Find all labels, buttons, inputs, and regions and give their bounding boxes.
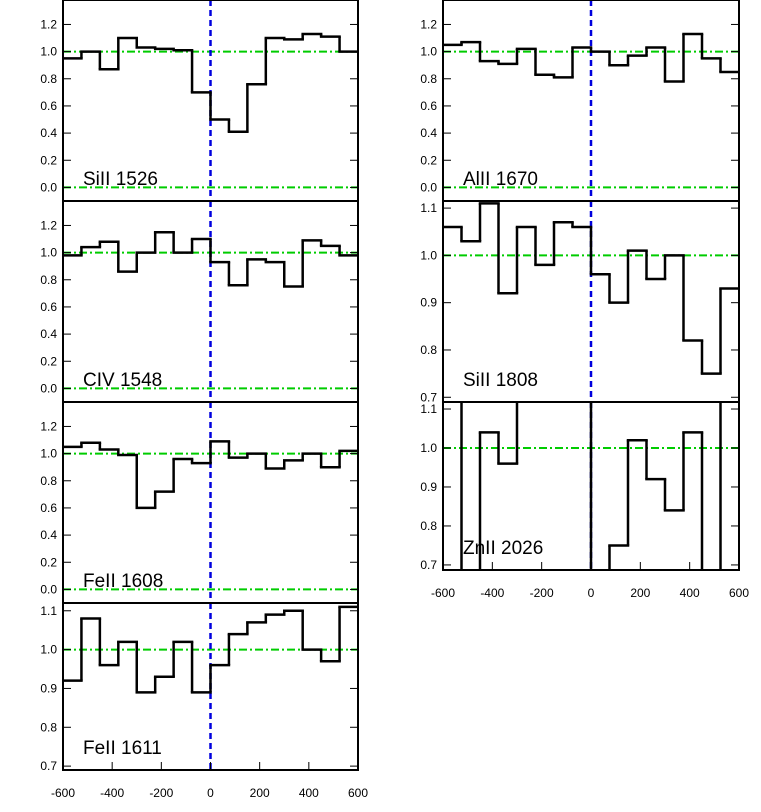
y-tick-label: 0.8 xyxy=(40,273,57,287)
x-tick-label: 200 xyxy=(630,586,650,600)
y-tick-label: 0.0 xyxy=(40,180,57,194)
y-tick-label: 0.9 xyxy=(40,681,57,695)
y-tick-label: 0.9 xyxy=(420,480,437,494)
panel-label: ZnII 2026 xyxy=(463,538,543,559)
x-tick-label: 600 xyxy=(348,786,368,800)
y-tick-label: 0.4 xyxy=(40,528,57,542)
y-tick-label: 0.6 xyxy=(420,99,437,113)
y-tick-label: 1.1 xyxy=(40,604,57,618)
y-tick-label: 1.0 xyxy=(40,643,57,657)
y-tick-label: 0.2 xyxy=(40,354,57,368)
plot-area xyxy=(443,0,739,201)
y-tick-label: 0.0 xyxy=(40,582,57,596)
panel-label: AlII 1670 xyxy=(463,169,538,190)
y-tick-label: 0.7 xyxy=(420,558,437,572)
y-tick-label: 0.8 xyxy=(420,72,437,86)
y-tick-label: 1.0 xyxy=(420,441,437,455)
y-tick-label: 0.8 xyxy=(40,720,57,734)
panel-label: SiII 1526 xyxy=(83,169,158,190)
y-tick-label: 0.4 xyxy=(420,126,437,140)
y-tick-label: 0.8 xyxy=(40,474,57,488)
x-tick-label: -200 xyxy=(530,586,554,600)
panel-label: SiII 1808 xyxy=(463,370,538,391)
plot-area xyxy=(63,402,358,603)
plot-area xyxy=(63,603,358,770)
panel-label: CIV 1548 xyxy=(83,370,162,391)
y-tick-label: 1.2 xyxy=(40,17,57,31)
x-tick-label: 600 xyxy=(729,586,749,600)
y-tick-label: 0.2 xyxy=(40,555,57,569)
y-tick-label: 0.6 xyxy=(40,99,57,113)
y-tick-label: 1.2 xyxy=(420,17,437,31)
x-tick-label: -400 xyxy=(100,786,124,800)
y-tick-label: 0.2 xyxy=(420,153,437,167)
x-tick-label: -200 xyxy=(149,786,173,800)
y-tick-label: 0.8 xyxy=(40,72,57,86)
y-tick-label: 0.8 xyxy=(420,519,437,533)
plot-area xyxy=(63,201,358,402)
y-tick-label: 0.6 xyxy=(40,300,57,314)
y-tick-label: 0.4 xyxy=(40,327,57,341)
y-tick-label: 1.2 xyxy=(40,419,57,433)
plot-area xyxy=(443,201,739,402)
y-tick-label: 0.7 xyxy=(40,759,57,773)
y-tick-label: 0.0 xyxy=(420,180,437,194)
x-tick-label: 400 xyxy=(680,586,700,600)
y-tick-label: 1.2 xyxy=(40,218,57,232)
y-tick-label: 1.1 xyxy=(420,402,437,416)
y-tick-label: 0.8 xyxy=(420,343,437,357)
y-tick-label: 0.2 xyxy=(40,153,57,167)
y-tick-label: 0.0 xyxy=(40,381,57,395)
x-tick-label: 200 xyxy=(250,786,270,800)
y-tick-label: 1.0 xyxy=(40,246,57,260)
y-tick-label: 0.7 xyxy=(420,390,437,404)
y-tick-label: 0.6 xyxy=(40,501,57,515)
y-tick-label: 1.0 xyxy=(420,45,437,59)
y-tick-label: 1.0 xyxy=(420,248,437,262)
panel-label: FeII 1611 xyxy=(83,738,162,759)
plot-area xyxy=(443,402,739,570)
x-tick-label: -600 xyxy=(431,586,455,600)
x-tick-label: -600 xyxy=(51,786,75,800)
y-tick-label: 1.1 xyxy=(420,201,437,215)
y-tick-label: 1.0 xyxy=(40,45,57,59)
y-tick-label: 0.9 xyxy=(420,296,437,310)
x-tick-label: 400 xyxy=(299,786,319,800)
x-tick-label: 0 xyxy=(207,786,214,800)
panel-label: FeII 1608 xyxy=(83,571,163,592)
x-tick-label: -400 xyxy=(480,586,504,600)
y-tick-label: 0.4 xyxy=(40,126,57,140)
plot-area xyxy=(63,0,358,201)
y-tick-label: 1.0 xyxy=(40,447,57,461)
x-tick-label: 0 xyxy=(588,586,595,600)
